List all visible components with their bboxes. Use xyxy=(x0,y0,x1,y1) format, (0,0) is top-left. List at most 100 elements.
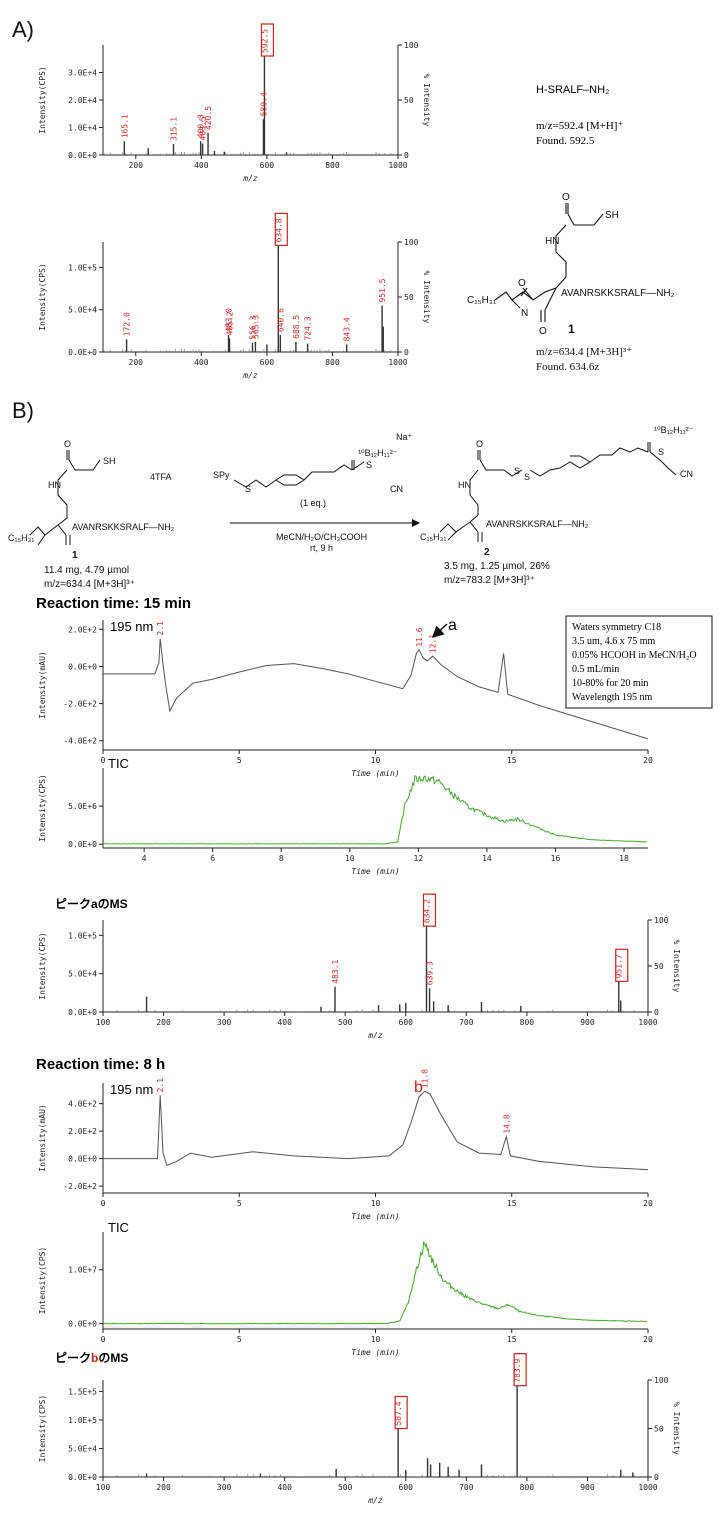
x-tick-label: 6 xyxy=(210,854,215,863)
ms-spectrum-2: 200 400 600 800 1000 0.0E+0 5.0E+4 1.0E+5 0 50 100… xyxy=(38,212,431,380)
x-tick-label: 600 xyxy=(260,161,275,170)
y-tick-label: 0.0E+0 xyxy=(68,1473,97,1482)
x-tick-label: 400 xyxy=(277,1483,292,1492)
y-axis-label: Intensity(CPS) xyxy=(38,1395,47,1462)
x-tick-label: 0 xyxy=(101,756,106,765)
ms-peak-label: 688.5 xyxy=(292,315,301,339)
ms-peak-label: 485.2 xyxy=(226,311,235,335)
x-tick-label: 400 xyxy=(194,161,209,170)
tic-chromatogram-15min: 4 6 8 10 12 14 16 18 0.0E+0 5.0E+6 Time (min) Inten… xyxy=(38,768,648,876)
ms4-title-letter: b xyxy=(91,1351,98,1365)
y-tick-label: -4.0E+2 xyxy=(63,737,97,746)
x-tick-label: 400 xyxy=(194,358,209,367)
y2-tick-label: 50 xyxy=(654,962,664,971)
compound-1-structure: O HN SH C₁₅H₃₁ O N AVANRSKKSRALF—NH₂ O 1… xyxy=(467,192,675,373)
x-tick-label: 15 xyxy=(507,756,517,765)
y2-tick-label: 0 xyxy=(654,1008,659,1017)
compound-1-sh: SH xyxy=(605,210,619,221)
reaction-time-15min-title: Reaction time: 15 min xyxy=(36,595,191,612)
y-axis-label: Intensity(CPS) xyxy=(38,774,47,841)
y-tick-label: 2.0E+2 xyxy=(68,625,97,634)
ms-spectrum-peak-a: 100 200 300 400 500 600 700 800 900 10000.0E+05.0… xyxy=(38,893,681,1040)
product-mz: m/z=783.2 [M+3H]³⁺ xyxy=(444,575,535,586)
y-tick-label: 1.0E+7 xyxy=(68,1266,97,1275)
x-tick-label: 700 xyxy=(459,1483,474,1492)
y-tick-label: 0.0E+0 xyxy=(68,1320,97,1329)
y-tick-label: 0.0E+0 xyxy=(68,151,97,160)
product-sequence: AVANRSKKSRALF—NH₂ xyxy=(486,519,589,529)
tic-trace xyxy=(102,1241,648,1325)
y-tick-label: 2.0E+4 xyxy=(68,96,97,105)
x-tick-label: 10 xyxy=(371,756,381,765)
y-axis-label: Intensity(CPS) xyxy=(38,932,47,999)
product-bonds xyxy=(439,442,677,542)
compound-1-oxygen-left: O xyxy=(518,278,526,289)
compound-srallf-mz: m/z=592.4 [M+H]⁺ xyxy=(536,120,623,132)
product-number: 2 xyxy=(484,547,490,558)
x-tick-label: 18 xyxy=(619,854,629,863)
y-tick-label: -2.0E+2 xyxy=(63,1182,97,1191)
uv-peak-label: 11.8 xyxy=(421,1069,430,1088)
sm-sequence: AVANRSKKSRALF—NH₂ xyxy=(72,522,175,532)
x-tick-label: 500 xyxy=(338,1018,353,1027)
y-axis-label: Intensity(mAU) xyxy=(38,651,47,718)
peak-a-marker: a xyxy=(448,617,457,634)
ms-peak-label: 315.1 xyxy=(170,117,179,141)
uv-peak-label: 2.1 xyxy=(156,1078,165,1093)
y-axis-label: Intensity(CPS) xyxy=(38,66,47,133)
reagent-equiv: (1 eq.) xyxy=(300,498,326,508)
y-tick-label: 1.5E+5 xyxy=(68,1387,97,1396)
compound-1-oxygen-top: O xyxy=(562,192,570,203)
x-tick-label: 800 xyxy=(520,1018,535,1027)
reaction-time-8h-title: Reaction time: 8 h xyxy=(36,1056,165,1073)
sm-number: 1 xyxy=(72,550,78,561)
ms-peak-label: 843.4 xyxy=(343,317,352,341)
product-c15: C₁₅H₃₁ xyxy=(420,532,446,542)
x-tick-label: 10 xyxy=(371,1199,381,1208)
ms-peak-label: 165.1 xyxy=(120,114,129,138)
product-oxygen: O xyxy=(476,439,483,449)
ms-peak-highlight-box xyxy=(274,212,288,246)
uv-chromatogram-8h: 0 5 10 15 20 4.0E+2 2.0E+2 0.0E+0 -2.0E+2 Time (m… xyxy=(38,1069,653,1221)
reagent-sulfonium: S xyxy=(366,460,372,470)
ms-peak-label: 951.7 xyxy=(615,954,624,978)
x-tick-label: 1000 xyxy=(638,1018,657,1027)
x-tick-label: 0 xyxy=(101,1199,106,1208)
reagent-spy: SPy xyxy=(213,470,230,480)
y2-tick-label: 100 xyxy=(654,1376,669,1385)
condition-line-2: 3.5 um, 4.6 x 75 mm xyxy=(572,636,656,647)
x-tick-label: 300 xyxy=(217,1018,232,1027)
peak-a-arrow xyxy=(431,623,448,639)
product-amount: 3.5 mg, 1.25 µmol, 26% xyxy=(444,561,550,572)
uv-peak-label: 11.6 xyxy=(415,627,424,646)
x-tick-label: 20 xyxy=(643,756,653,765)
x-tick-label: 800 xyxy=(325,161,340,170)
ms-peak-label: 483.1 xyxy=(331,959,340,983)
ms-peak-label: 951.5 xyxy=(378,278,387,302)
x-tick-label: 10 xyxy=(371,1335,381,1344)
y-tick-label: 1.0E+4 xyxy=(68,124,97,133)
tic-trace xyxy=(102,775,648,845)
tic1-label: TIC xyxy=(108,756,129,771)
y2-tick-label: 100 xyxy=(404,238,419,247)
ms-peak-label: 556.3 xyxy=(248,315,257,339)
reagent-bonds xyxy=(233,460,365,488)
ms-peak-label: 634.8 xyxy=(274,218,283,242)
x-tick-label: 20 xyxy=(643,1199,653,1208)
compound-1-number: 1 xyxy=(568,322,575,336)
ms4-title-suffix: のMS xyxy=(98,1351,128,1365)
y2-tick-label: 0 xyxy=(654,1473,659,1482)
y2-axis-label: % Intensity xyxy=(422,74,431,127)
compound-1-oxygen-bottom: O xyxy=(539,326,547,337)
y-tick-label: 5.0E+4 xyxy=(68,1444,97,1453)
sm-mz: m/z=634.4 [M+3H]³⁺ xyxy=(44,579,135,590)
reagent-cn: CN xyxy=(390,484,403,494)
x-tick-label: 100 xyxy=(96,1018,111,1027)
compound-srallf-annotation: H-SRALF–NH₂ m/z=592.4 [M+H]⁺ Found. 592.… xyxy=(536,84,623,147)
compound-srallf-found: Found. 592.5 xyxy=(536,135,595,147)
x-tick-label: 1000 xyxy=(388,358,407,367)
reaction-conditions: rt, 9 h xyxy=(310,543,333,553)
ms-peak-label: 403.5 xyxy=(199,116,208,140)
tic2-label: TIC xyxy=(108,1220,129,1235)
